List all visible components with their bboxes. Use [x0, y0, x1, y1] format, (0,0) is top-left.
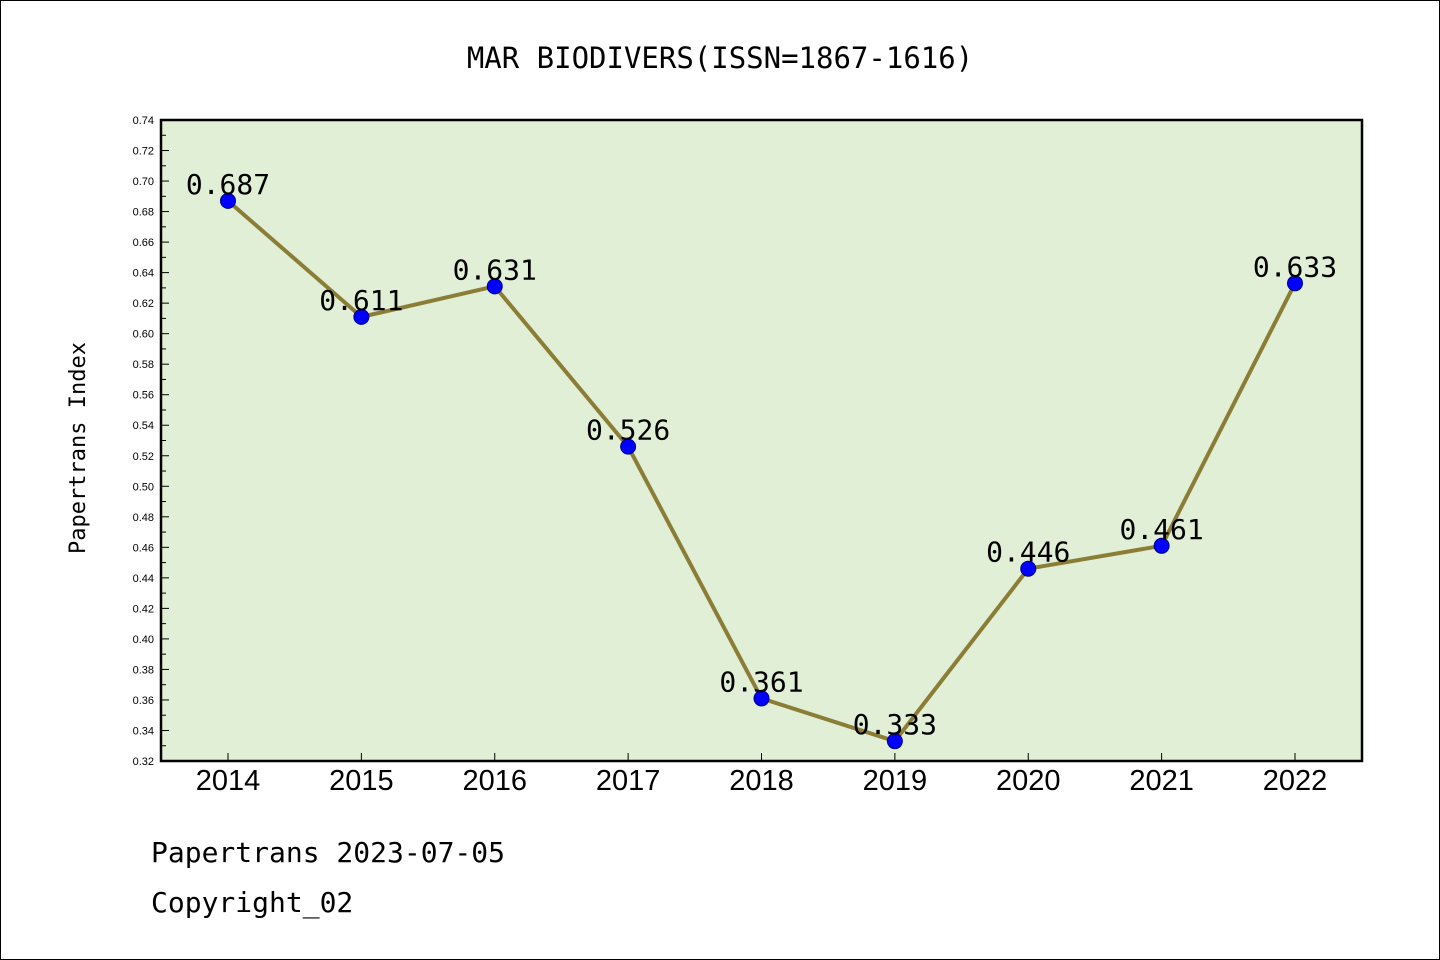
y-tick-label: 0.70	[133, 176, 154, 188]
x-tick-label: 2021	[1129, 765, 1194, 797]
y-tick-label: 0.72	[133, 146, 154, 158]
y-tick-label: 0.58	[133, 359, 154, 371]
data-point-marker	[753, 690, 770, 707]
y-tick-label: 0.36	[133, 695, 154, 707]
data-label: 0.687	[186, 168, 270, 201]
data-point-marker	[886, 733, 903, 750]
series-lines	[226, 198, 1297, 744]
series-line-segment	[226, 198, 364, 319]
plot-border	[159, 118, 1364, 763]
data-point-marker	[1020, 560, 1037, 577]
data-label: 0.631	[453, 253, 537, 286]
y-tick-label: 0.60	[133, 329, 154, 341]
data-point-marker	[353, 308, 370, 325]
data-label: 0.461	[1119, 513, 1203, 546]
x-tick-label: 2014	[196, 765, 261, 797]
x-tick-label: 2022	[1263, 765, 1328, 797]
y-tick-label: 0.48	[133, 512, 154, 524]
x-tick-label: 2020	[996, 765, 1061, 797]
data-point-marker	[1287, 275, 1303, 292]
x-axis-ticks: 2014 2015 2016 2017 2018 2019 2020 2021 2022	[196, 753, 1328, 797]
data-label: 0.446	[986, 536, 1070, 569]
data-label: 0.526	[586, 414, 670, 447]
series-line-segment	[1159, 281, 1297, 548]
y-tick-label: 0.54	[133, 420, 154, 432]
x-tick-label: 2016	[462, 765, 527, 797]
y-tick-label: 0.32	[133, 756, 154, 768]
data-point-marker	[486, 278, 503, 295]
data-labels: 0.687 0.611 0.631 0.526 0.361 0.333 0.446 0.461…	[186, 168, 1337, 741]
y-axis-ticks: 0.32 0.34 0.36 0.38 0.40 0.42 0.44 0.46 0.48 0.50…	[133, 115, 169, 768]
series-line-segment	[1026, 543, 1164, 571]
plot-area	[161, 120, 1362, 761]
series-line-segment	[759, 696, 897, 744]
footer-date-text: Papertrans 2023-07-05	[151, 836, 506, 869]
y-tick-label: 0.40	[133, 634, 154, 646]
data-label: 0.633	[1253, 250, 1337, 283]
x-tick-label: 2019	[863, 765, 928, 797]
y-tick-label: 0.34	[133, 725, 154, 737]
data-label: 0.611	[319, 284, 403, 317]
data-point-marker	[1153, 537, 1170, 554]
y-tick-label: 0.50	[133, 481, 154, 493]
y-tick-label: 0.68	[133, 207, 154, 219]
series-line-segment	[892, 566, 1031, 744]
data-label: 0.333	[853, 708, 937, 741]
y-tick-label: 0.44	[133, 573, 154, 585]
series-line-segment	[492, 284, 631, 449]
series-line-segment	[359, 284, 497, 319]
x-tick-label: 2017	[596, 765, 661, 797]
y-tick-label: 0.74	[133, 115, 154, 127]
chart-title: MAR BIODIVERS(ISSN=1867-1616)	[467, 41, 973, 75]
y-tick-label: 0.56	[133, 390, 154, 402]
y-tick-label: 0.52	[133, 451, 154, 463]
data-label: 0.361	[719, 665, 803, 698]
series-line-segment	[626, 444, 764, 701]
x-tick-label: 2015	[329, 765, 394, 797]
data-point-marker	[220, 192, 236, 209]
data-point-marker	[620, 438, 637, 455]
y-tick-label: 0.64	[133, 268, 154, 280]
series-markers	[220, 192, 1303, 750]
y-tick-label: 0.62	[133, 298, 154, 310]
x-tick-label: 2018	[729, 765, 794, 797]
y-tick-label: 0.66	[133, 237, 154, 249]
y-tick-label: 0.42	[133, 603, 154, 615]
y-tick-label: 0.46	[133, 542, 154, 554]
footer-copyright-text: Copyright_02	[151, 886, 354, 919]
y-tick-label: 0.38	[133, 664, 154, 676]
y-axis-label: Papertrans Index	[66, 342, 91, 554]
